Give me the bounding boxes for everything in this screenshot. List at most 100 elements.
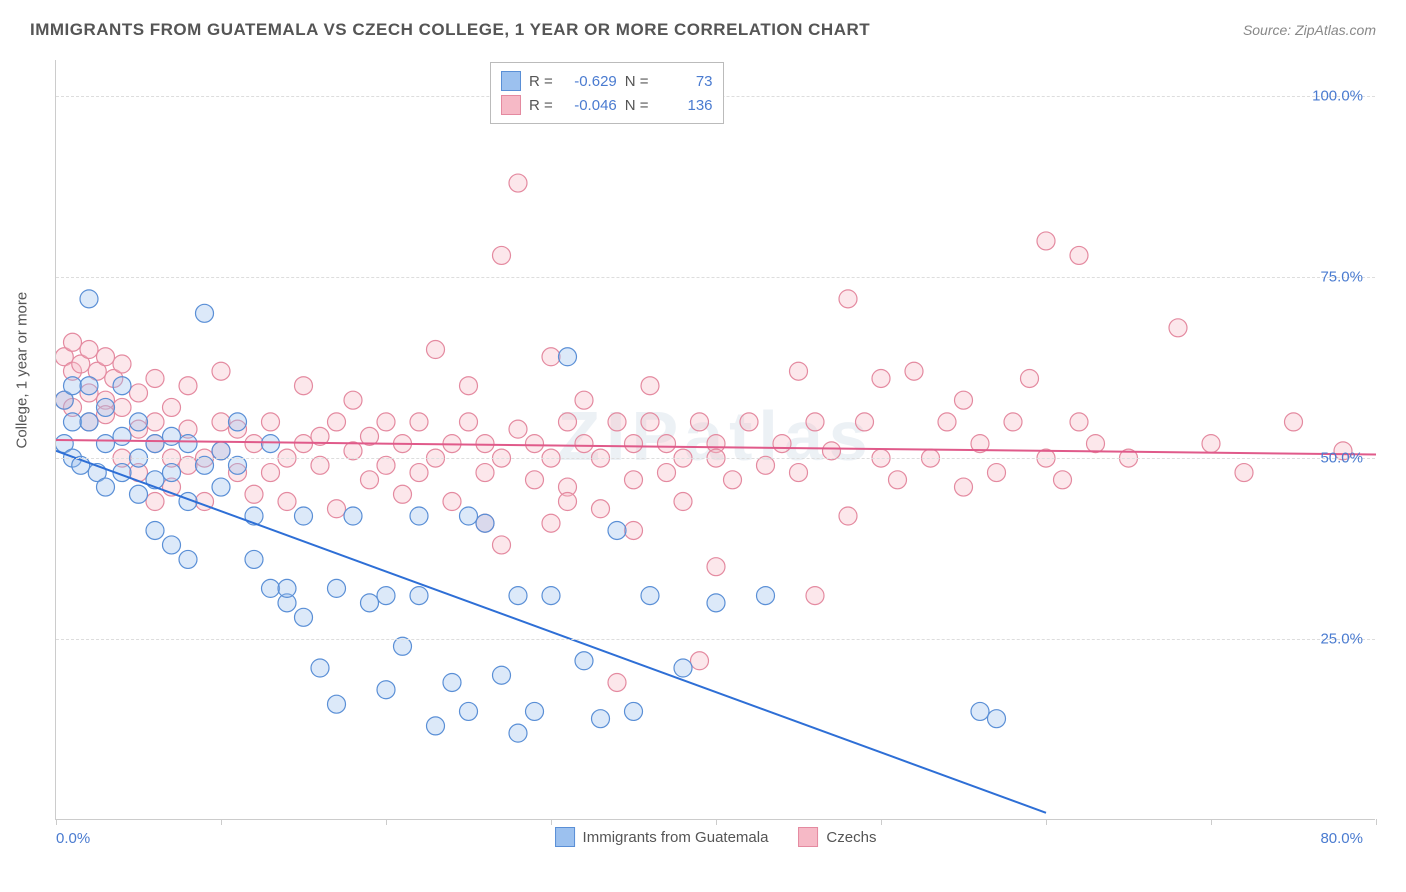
x-tick-mark [1211, 819, 1212, 825]
data-point [526, 702, 544, 720]
data-point [410, 413, 428, 431]
data-point [113, 355, 131, 373]
data-point [460, 702, 478, 720]
data-point [790, 362, 808, 380]
data-point [130, 413, 148, 431]
gridline [56, 639, 1375, 640]
data-point [163, 536, 181, 554]
legend-swatch-icon [798, 827, 818, 847]
stats-row-czechs: R = -0.046 N = 136 [501, 93, 713, 117]
data-point [542, 348, 560, 366]
data-point [592, 500, 610, 518]
data-point [344, 507, 362, 525]
data-point [773, 435, 791, 453]
data-point [1202, 435, 1220, 453]
data-point [344, 391, 362, 409]
data-point [146, 493, 164, 511]
data-point [625, 521, 643, 539]
data-point [80, 290, 98, 308]
data-point [839, 290, 857, 308]
data-point [328, 695, 346, 713]
data-point [443, 493, 461, 511]
series-legend: Immigrants from Guatemala Czechs [555, 827, 877, 847]
data-point [526, 471, 544, 489]
data-point [608, 413, 626, 431]
data-point [278, 493, 296, 511]
data-point [575, 391, 593, 409]
data-point [889, 471, 907, 489]
data-point [592, 710, 610, 728]
data-point [1235, 464, 1253, 482]
y-tick-label: 75.0% [1320, 269, 1363, 286]
data-point [64, 333, 82, 351]
data-point [460, 377, 478, 395]
data-point [509, 724, 527, 742]
data-point [658, 435, 676, 453]
data-point [1021, 369, 1039, 387]
data-point [674, 659, 692, 677]
trend-line [56, 451, 1046, 813]
data-point [641, 587, 659, 605]
data-point [625, 471, 643, 489]
data-point [988, 464, 1006, 482]
data-point [196, 304, 214, 322]
data-point [377, 587, 395, 605]
data-point [410, 587, 428, 605]
data-point [691, 652, 709, 670]
data-point [328, 413, 346, 431]
data-point [707, 594, 725, 612]
data-point [790, 464, 808, 482]
data-point [163, 427, 181, 445]
data-point [641, 377, 659, 395]
data-point [179, 550, 197, 568]
x-tick-mark [56, 819, 57, 825]
data-point [856, 413, 874, 431]
data-point [179, 377, 197, 395]
data-point [476, 435, 494, 453]
data-point [113, 398, 131, 416]
data-point [311, 659, 329, 677]
data-point [559, 413, 577, 431]
n-value: 136 [657, 97, 713, 114]
data-point [179, 435, 197, 453]
data-point [542, 587, 560, 605]
data-point [625, 702, 643, 720]
data-point [509, 174, 527, 192]
data-point [427, 341, 445, 359]
data-point [740, 413, 758, 431]
data-point [64, 413, 82, 431]
x-axis-min-label: 0.0% [56, 830, 90, 847]
data-point [163, 464, 181, 482]
data-point [130, 485, 148, 503]
x-tick-mark [1046, 819, 1047, 825]
data-point [476, 514, 494, 532]
r-value: -0.046 [561, 97, 617, 114]
data-point [625, 435, 643, 453]
data-point [245, 435, 263, 453]
data-point [757, 587, 775, 605]
data-point [295, 377, 313, 395]
chart-title: IMMIGRANTS FROM GUATEMALA VS CZECH COLLE… [30, 20, 870, 40]
n-value: 73 [657, 73, 713, 90]
x-tick-mark [221, 819, 222, 825]
data-point [394, 485, 412, 503]
data-point [361, 471, 379, 489]
data-point [443, 673, 461, 691]
source-name: ZipAtlas.com [1295, 22, 1376, 38]
data-point [988, 710, 1006, 728]
data-point [377, 681, 395, 699]
data-point [707, 558, 725, 576]
data-point [674, 493, 692, 511]
data-point [245, 485, 263, 503]
stats-swatch-icon [501, 71, 521, 91]
r-label: R = [529, 73, 553, 90]
data-point [146, 413, 164, 431]
data-point [476, 464, 494, 482]
data-point [212, 362, 230, 380]
x-tick-mark [551, 819, 552, 825]
data-point [212, 478, 230, 496]
data-point [905, 362, 923, 380]
y-tick-label: 50.0% [1320, 450, 1363, 467]
data-point [113, 377, 131, 395]
data-point [64, 377, 82, 395]
